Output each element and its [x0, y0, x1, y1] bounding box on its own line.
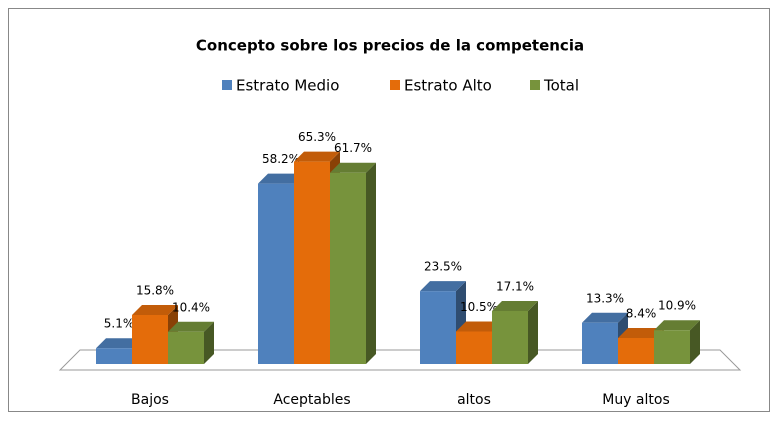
- chart-title: Concepto sobre los precios de la compete…: [196, 37, 584, 55]
- bar-face: [420, 281, 466, 292]
- x-tick-label: Aceptables: [273, 392, 350, 408]
- bar-face: [294, 161, 330, 364]
- bar-face: [492, 310, 528, 364]
- value-label: 61.7%: [334, 141, 372, 155]
- x-tick-label: altos: [457, 392, 491, 408]
- legend-label: Estrato Alto: [404, 77, 492, 95]
- legend-label: Total: [543, 77, 579, 95]
- legend-swatch: [390, 80, 400, 90]
- x-tick-label: Muy altos: [602, 392, 670, 408]
- value-label: 8.4%: [626, 306, 657, 320]
- value-label: 23.5%: [424, 260, 462, 274]
- value-label: 58.2%: [262, 152, 300, 166]
- bar-face: [492, 300, 538, 311]
- bar: [168, 321, 214, 364]
- bar-face: [258, 173, 304, 184]
- bar-face: [456, 321, 502, 332]
- bar-face: [690, 320, 700, 364]
- bar-face: [168, 331, 204, 364]
- value-label: 10.4%: [172, 300, 210, 314]
- value-label: 15.8%: [136, 284, 174, 298]
- bar-face: [420, 291, 456, 364]
- legend-label: Estrato Medio: [236, 77, 339, 95]
- bar-face: [132, 305, 178, 316]
- bar: [96, 338, 142, 364]
- bar-face: [330, 162, 376, 173]
- bar-face: [168, 321, 214, 332]
- x-tick-label: Bajos: [131, 392, 169, 408]
- value-label: 65.3%: [298, 130, 336, 144]
- legend-swatch: [222, 80, 232, 90]
- bar-face: [366, 162, 376, 364]
- value-label: 17.1%: [496, 279, 534, 293]
- bar-face: [582, 312, 628, 323]
- value-label: 10.9%: [658, 299, 696, 313]
- bar-face: [96, 348, 132, 364]
- bar: [330, 162, 376, 364]
- bar: [654, 320, 700, 364]
- bar-face: [330, 172, 366, 364]
- bar-face: [456, 331, 492, 364]
- bar-face: [132, 315, 168, 364]
- bar-face: [96, 338, 142, 349]
- value-label: 13.3%: [586, 291, 624, 305]
- floor: [58, 349, 742, 371]
- bar: [492, 300, 538, 364]
- bar-face: [528, 300, 538, 364]
- value-label: 10.5%: [460, 300, 498, 314]
- bar-face: [204, 321, 214, 364]
- bar-face: [618, 327, 664, 338]
- bar-face: [582, 322, 618, 364]
- legend-swatch: [530, 80, 540, 90]
- bar-face: [654, 330, 690, 364]
- bar-face: [654, 320, 700, 331]
- bar-face: [258, 183, 294, 364]
- bar-face: [618, 337, 654, 364]
- value-label: 5.1%: [104, 317, 135, 331]
- bar-face: [294, 151, 340, 162]
